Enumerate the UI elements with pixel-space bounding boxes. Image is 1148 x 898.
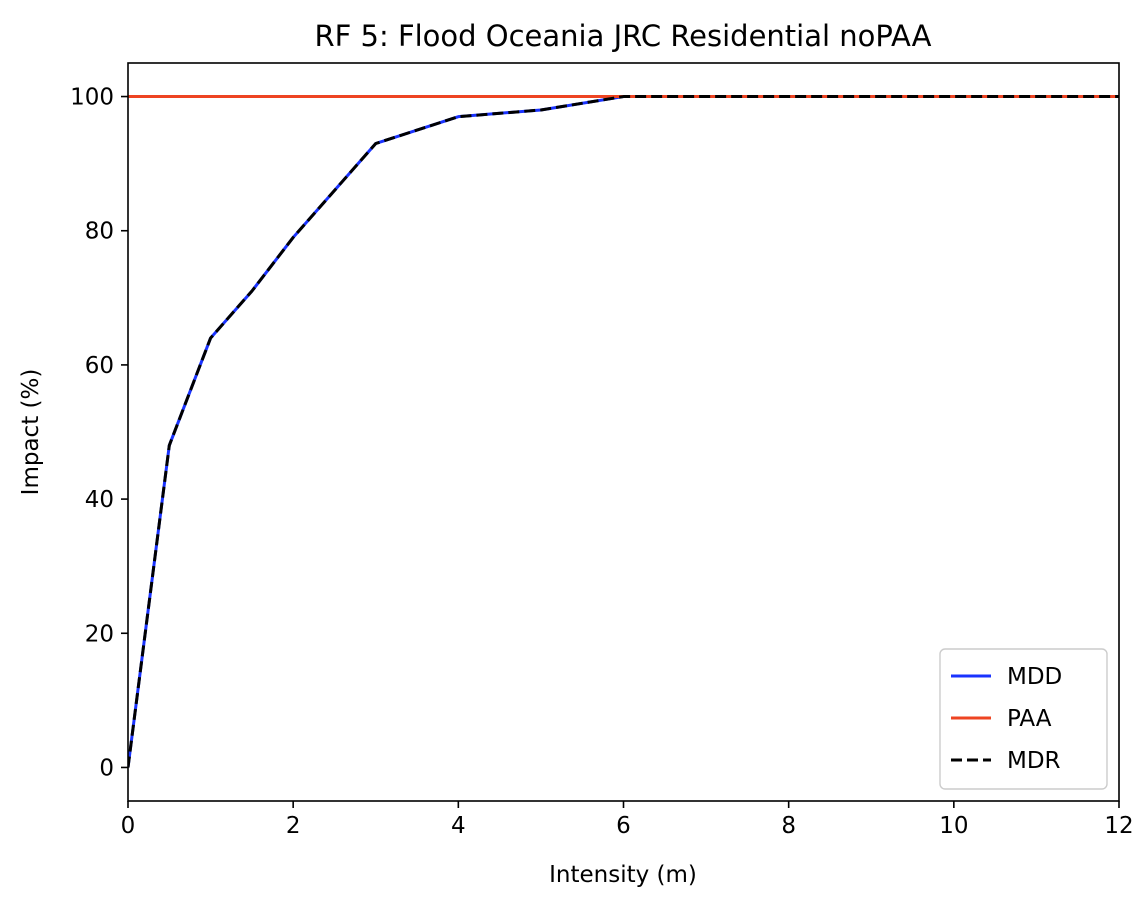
y-tick-label: 0 [99,755,114,781]
y-tick-label: 40 [85,487,114,513]
y-tick-label: 80 [85,219,114,245]
legend-label-paa: PAA [1007,706,1052,732]
y-axis-label: Impact (%) [18,369,44,496]
x-tick-label: 0 [121,813,136,839]
chart-title: RF 5: Flood Oceania JRC Residential noPA… [314,19,931,53]
x-tick-label: 4 [451,813,466,839]
legend-label-mdr: MDR [1007,748,1061,774]
y-axis: 0 20 40 60 80 100 [70,85,128,781]
series-line-mdr [128,95,1119,768]
y-tick-label: 100 [70,85,114,111]
legend-label-mdd: MDD [1007,664,1062,690]
x-tick-label: 6 [616,813,631,839]
y-tick-label: 20 [85,621,114,647]
x-tick-label: 8 [781,813,796,839]
y-tick-label: 60 [85,353,114,379]
plot-area [127,62,1120,802]
x-axis: 0 2 4 6 8 10 12 [121,801,1134,839]
legend-box [939,648,1108,790]
legend: MDD PAA MDR [939,648,1108,790]
x-tick-label: 10 [939,813,968,839]
x-tick-label: 12 [1104,813,1133,839]
series-lines [128,95,1119,768]
x-tick-label: 2 [286,813,301,839]
x-axis-label: Intensity (m) [549,862,697,888]
